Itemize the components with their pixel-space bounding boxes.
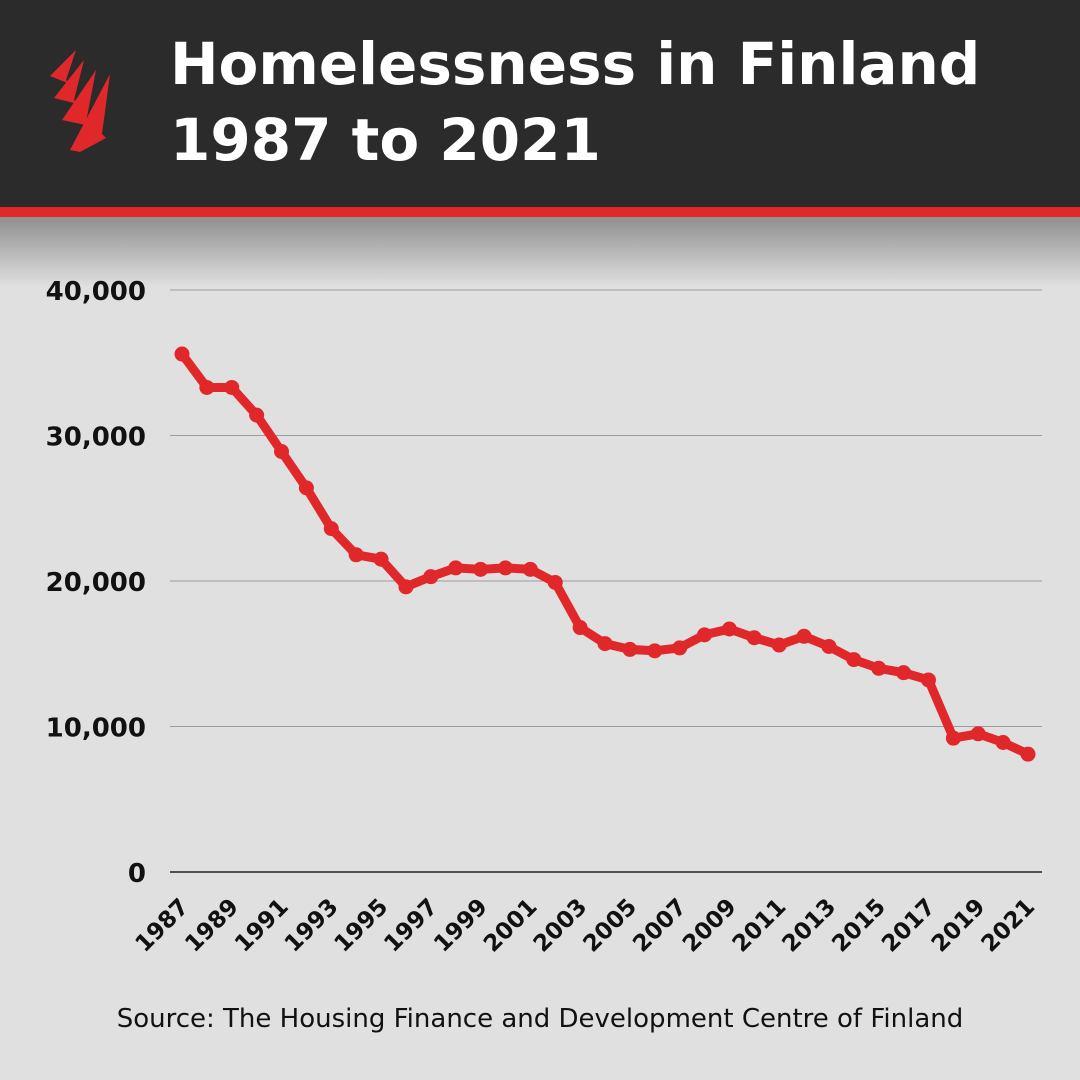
data-point — [298, 480, 314, 496]
x-tick-label: 2001 — [479, 894, 543, 958]
line-chart: 010,00020,00030,00040,000198719891991199… — [46, 277, 1042, 958]
data-point — [846, 652, 862, 668]
x-tick-label: 1993 — [280, 894, 344, 958]
x-tick-label: 2003 — [529, 894, 593, 958]
data-point — [572, 620, 588, 636]
data-point — [547, 574, 563, 590]
data-point — [174, 346, 190, 362]
y-tick-label: 40,000 — [46, 277, 146, 307]
x-tick-label: 1999 — [429, 894, 493, 958]
x-tick-label: 2017 — [877, 894, 941, 958]
data-point — [373, 551, 389, 567]
x-tick-label: 1997 — [379, 894, 443, 958]
x-tick-label: 2007 — [628, 894, 692, 958]
data-point — [249, 407, 265, 423]
data-point — [199, 379, 215, 395]
data-point — [348, 547, 364, 563]
sbs-flame-logo-icon — [50, 50, 110, 152]
y-tick-label: 10,000 — [46, 714, 146, 744]
data-point — [522, 561, 538, 577]
source-note: Source: The Housing Finance and Developm… — [116, 1004, 964, 1034]
x-tick-label: 2015 — [827, 894, 891, 958]
header-shadow — [0, 217, 1080, 287]
data-point — [274, 444, 290, 460]
data-point — [920, 672, 936, 688]
data-point — [647, 643, 663, 659]
x-tick-label: 1995 — [330, 894, 394, 958]
y-tick-label: 0 — [128, 859, 146, 889]
data-point — [597, 636, 613, 652]
x-tick-label: 2021 — [977, 894, 1041, 958]
data-point — [398, 579, 414, 595]
page-title: Homelessness in Finland 1987 to 2021 — [170, 26, 980, 178]
data-point — [473, 561, 489, 577]
data-point — [796, 628, 812, 644]
x-tick-label: 2013 — [778, 894, 842, 958]
x-tick-label: 1991 — [230, 894, 294, 958]
x-tick-label: 1989 — [180, 894, 244, 958]
x-tick-label: 2019 — [927, 894, 991, 958]
x-tick-label: 2009 — [678, 894, 742, 958]
x-tick-label: 2005 — [578, 894, 642, 958]
data-point — [622, 641, 638, 657]
data-point — [970, 726, 986, 742]
data-point — [697, 627, 713, 643]
data-point — [497, 560, 513, 576]
x-tick-label: 1987 — [131, 894, 195, 958]
data-point — [672, 640, 688, 656]
data-point — [423, 569, 439, 585]
data-point — [771, 637, 787, 653]
data-point — [945, 730, 961, 746]
data-point — [448, 560, 464, 576]
series-line — [177, 349, 1033, 759]
data-point — [1020, 746, 1036, 762]
title-line-1: Homelessness in Finland — [170, 30, 981, 98]
data-point — [896, 665, 912, 681]
accent-divider — [0, 207, 1080, 217]
title-line-2: 1987 to 2021 — [170, 106, 601, 174]
data-point — [821, 638, 837, 654]
data-point — [871, 660, 887, 676]
data-point — [721, 621, 737, 637]
header-bar: Homelessness in Finland 1987 to 2021 — [0, 0, 1080, 207]
data-point — [995, 735, 1011, 751]
data-point — [746, 630, 762, 646]
x-tick-label: 2011 — [728, 894, 792, 958]
y-tick-label: 30,000 — [46, 423, 146, 453]
data-point — [323, 521, 339, 537]
data-point — [224, 379, 240, 395]
y-tick-label: 20,000 — [46, 568, 146, 598]
